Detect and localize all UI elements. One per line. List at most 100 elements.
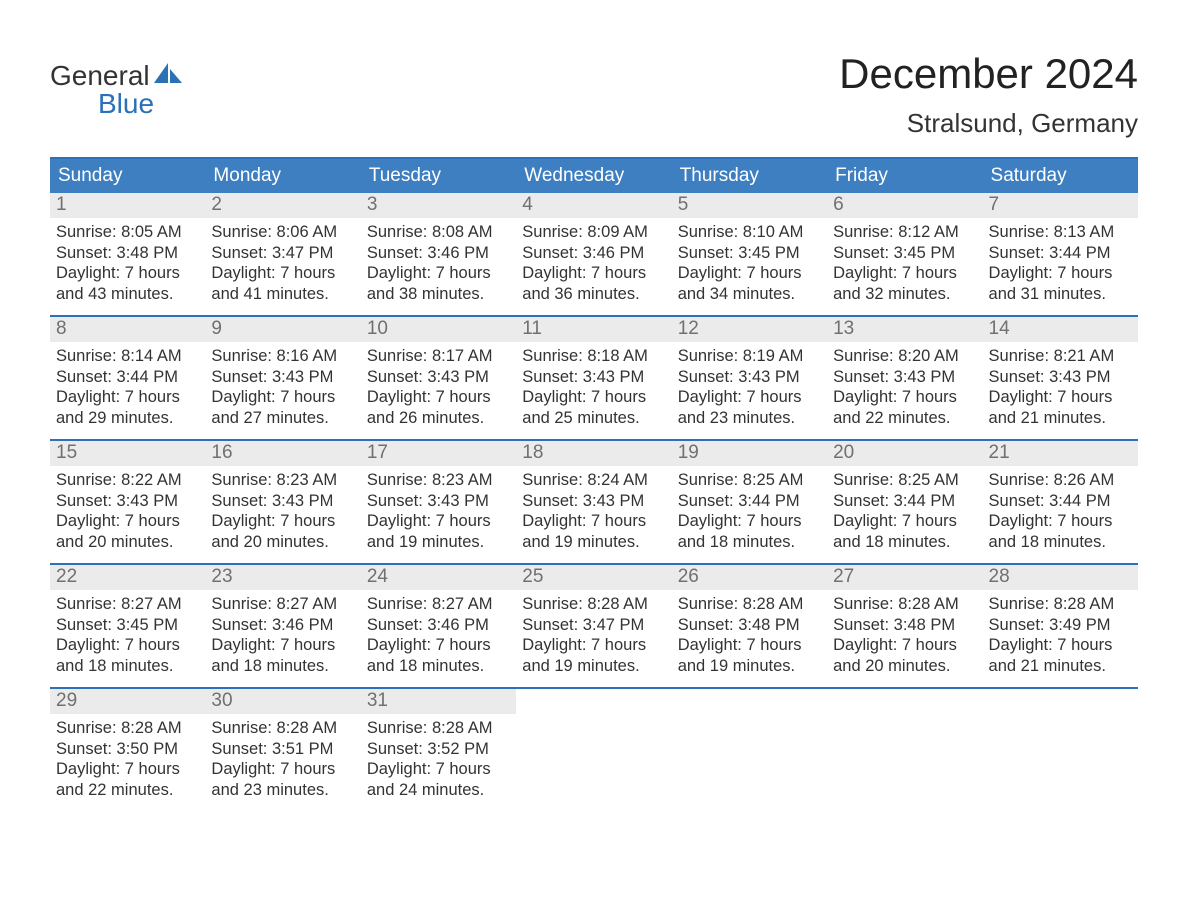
day-daylight1: Daylight: 7 hours (367, 511, 510, 532)
day-body: Sunrise: 8:28 AMSunset: 3:48 PMDaylight:… (827, 590, 982, 683)
day-daylight1: Daylight: 7 hours (833, 263, 976, 284)
day-sunset: Sunset: 3:44 PM (833, 491, 976, 512)
day-sunset: Sunset: 3:43 PM (678, 367, 821, 388)
logo-top-row: General (50, 62, 182, 90)
day-sunrise: Sunrise: 8:05 AM (56, 222, 199, 243)
day-sunrise: Sunrise: 8:06 AM (211, 222, 354, 243)
day-number: 13 (827, 317, 982, 342)
day-sunset: Sunset: 3:44 PM (678, 491, 821, 512)
day-sunrise: Sunrise: 8:12 AM (833, 222, 976, 243)
day-daylight1: Daylight: 7 hours (522, 635, 665, 656)
day-sunset: Sunset: 3:46 PM (367, 615, 510, 636)
day-daylight2: and 20 minutes. (211, 532, 354, 553)
week-row: 1Sunrise: 8:05 AMSunset: 3:48 PMDaylight… (50, 193, 1138, 315)
day-daylight2: and 19 minutes. (678, 656, 821, 677)
day-sunrise: Sunrise: 8:27 AM (56, 594, 199, 615)
day-daylight2: and 31 minutes. (989, 284, 1132, 305)
day-number: 19 (672, 441, 827, 466)
day-number: 28 (983, 565, 1138, 590)
day-daylight2: and 22 minutes. (833, 408, 976, 429)
day-daylight2: and 19 minutes. (522, 656, 665, 677)
day-cell: 7Sunrise: 8:13 AMSunset: 3:44 PMDaylight… (983, 193, 1138, 315)
day-body: Sunrise: 8:23 AMSunset: 3:43 PMDaylight:… (361, 466, 516, 559)
day-sunset: Sunset: 3:52 PM (367, 739, 510, 760)
day-sunrise: Sunrise: 8:18 AM (522, 346, 665, 367)
week-row: 22Sunrise: 8:27 AMSunset: 3:45 PMDayligh… (50, 563, 1138, 687)
day-number: 26 (672, 565, 827, 590)
day-daylight1: Daylight: 7 hours (522, 387, 665, 408)
day-daylight2: and 23 minutes. (678, 408, 821, 429)
day-sunrise: Sunrise: 8:27 AM (211, 594, 354, 615)
day-daylight1: Daylight: 7 hours (211, 759, 354, 780)
day-daylight2: and 32 minutes. (833, 284, 976, 305)
dow-monday: Monday (205, 159, 360, 193)
day-daylight1: Daylight: 7 hours (989, 511, 1132, 532)
day-body: Sunrise: 8:27 AMSunset: 3:46 PMDaylight:… (205, 590, 360, 683)
day-daylight1: Daylight: 7 hours (56, 511, 199, 532)
day-body: Sunrise: 8:26 AMSunset: 3:44 PMDaylight:… (983, 466, 1138, 559)
day-sunrise: Sunrise: 8:28 AM (211, 718, 354, 739)
day-number: 16 (205, 441, 360, 466)
day-number: 30 (205, 689, 360, 714)
day-cell (983, 689, 1138, 811)
day-cell: 28Sunrise: 8:28 AMSunset: 3:49 PMDayligh… (983, 565, 1138, 687)
day-sunset: Sunset: 3:43 PM (989, 367, 1132, 388)
day-sunset: Sunset: 3:43 PM (56, 491, 199, 512)
day-number: 9 (205, 317, 360, 342)
day-sunset: Sunset: 3:49 PM (989, 615, 1132, 636)
day-cell: 23Sunrise: 8:27 AMSunset: 3:46 PMDayligh… (205, 565, 360, 687)
day-daylight1: Daylight: 7 hours (56, 263, 199, 284)
day-sunset: Sunset: 3:43 PM (367, 491, 510, 512)
day-sunrise: Sunrise: 8:19 AM (678, 346, 821, 367)
day-body: Sunrise: 8:28 AMSunset: 3:50 PMDaylight:… (50, 714, 205, 807)
day-cell: 31Sunrise: 8:28 AMSunset: 3:52 PMDayligh… (361, 689, 516, 811)
day-cell: 20Sunrise: 8:25 AMSunset: 3:44 PMDayligh… (827, 441, 982, 563)
day-number: 23 (205, 565, 360, 590)
day-body: Sunrise: 8:19 AMSunset: 3:43 PMDaylight:… (672, 342, 827, 435)
day-cell: 5Sunrise: 8:10 AMSunset: 3:45 PMDaylight… (672, 193, 827, 315)
day-number: 4 (516, 193, 671, 218)
day-daylight1: Daylight: 7 hours (989, 387, 1132, 408)
day-sunset: Sunset: 3:45 PM (56, 615, 199, 636)
day-sunset: Sunset: 3:43 PM (367, 367, 510, 388)
day-cell (516, 689, 671, 811)
day-daylight1: Daylight: 7 hours (522, 263, 665, 284)
day-daylight1: Daylight: 7 hours (522, 511, 665, 532)
day-daylight1: Daylight: 7 hours (56, 387, 199, 408)
day-cell: 27Sunrise: 8:28 AMSunset: 3:48 PMDayligh… (827, 565, 982, 687)
day-body: Sunrise: 8:16 AMSunset: 3:43 PMDaylight:… (205, 342, 360, 435)
day-body: Sunrise: 8:28 AMSunset: 3:52 PMDaylight:… (361, 714, 516, 807)
day-sunset: Sunset: 3:46 PM (211, 615, 354, 636)
day-body: Sunrise: 8:18 AMSunset: 3:43 PMDaylight:… (516, 342, 671, 435)
day-daylight1: Daylight: 7 hours (56, 759, 199, 780)
day-number: 3 (361, 193, 516, 218)
day-number: 6 (827, 193, 982, 218)
day-body: Sunrise: 8:13 AMSunset: 3:44 PMDaylight:… (983, 218, 1138, 311)
day-daylight1: Daylight: 7 hours (833, 511, 976, 532)
day-cell: 4Sunrise: 8:09 AMSunset: 3:46 PMDaylight… (516, 193, 671, 315)
day-daylight1: Daylight: 7 hours (989, 635, 1132, 656)
day-body: Sunrise: 8:20 AMSunset: 3:43 PMDaylight:… (827, 342, 982, 435)
day-cell: 14Sunrise: 8:21 AMSunset: 3:43 PMDayligh… (983, 317, 1138, 439)
day-sunrise: Sunrise: 8:28 AM (833, 594, 976, 615)
calendar-grid: Sunday Monday Tuesday Wednesday Thursday… (50, 157, 1138, 811)
week-row: 15Sunrise: 8:22 AMSunset: 3:43 PMDayligh… (50, 439, 1138, 563)
day-sunrise: Sunrise: 8:28 AM (56, 718, 199, 739)
day-daylight2: and 34 minutes. (678, 284, 821, 305)
day-body: Sunrise: 8:06 AMSunset: 3:47 PMDaylight:… (205, 218, 360, 311)
title-location: Stralsund, Germany (839, 108, 1138, 139)
week-row: 8Sunrise: 8:14 AMSunset: 3:44 PMDaylight… (50, 315, 1138, 439)
day-sunrise: Sunrise: 8:20 AM (833, 346, 976, 367)
dow-tuesday: Tuesday (361, 159, 516, 193)
day-sunrise: Sunrise: 8:22 AM (56, 470, 199, 491)
day-daylight2: and 36 minutes. (522, 284, 665, 305)
calendar-page: General Blue December 2024 Stralsund, Ge… (0, 0, 1188, 918)
day-cell: 11Sunrise: 8:18 AMSunset: 3:43 PMDayligh… (516, 317, 671, 439)
day-number: 18 (516, 441, 671, 466)
day-cell: 9Sunrise: 8:16 AMSunset: 3:43 PMDaylight… (205, 317, 360, 439)
day-number: 15 (50, 441, 205, 466)
day-body: Sunrise: 8:12 AMSunset: 3:45 PMDaylight:… (827, 218, 982, 311)
day-body: Sunrise: 8:25 AMSunset: 3:44 PMDaylight:… (672, 466, 827, 559)
day-number: 24 (361, 565, 516, 590)
day-cell: 22Sunrise: 8:27 AMSunset: 3:45 PMDayligh… (50, 565, 205, 687)
